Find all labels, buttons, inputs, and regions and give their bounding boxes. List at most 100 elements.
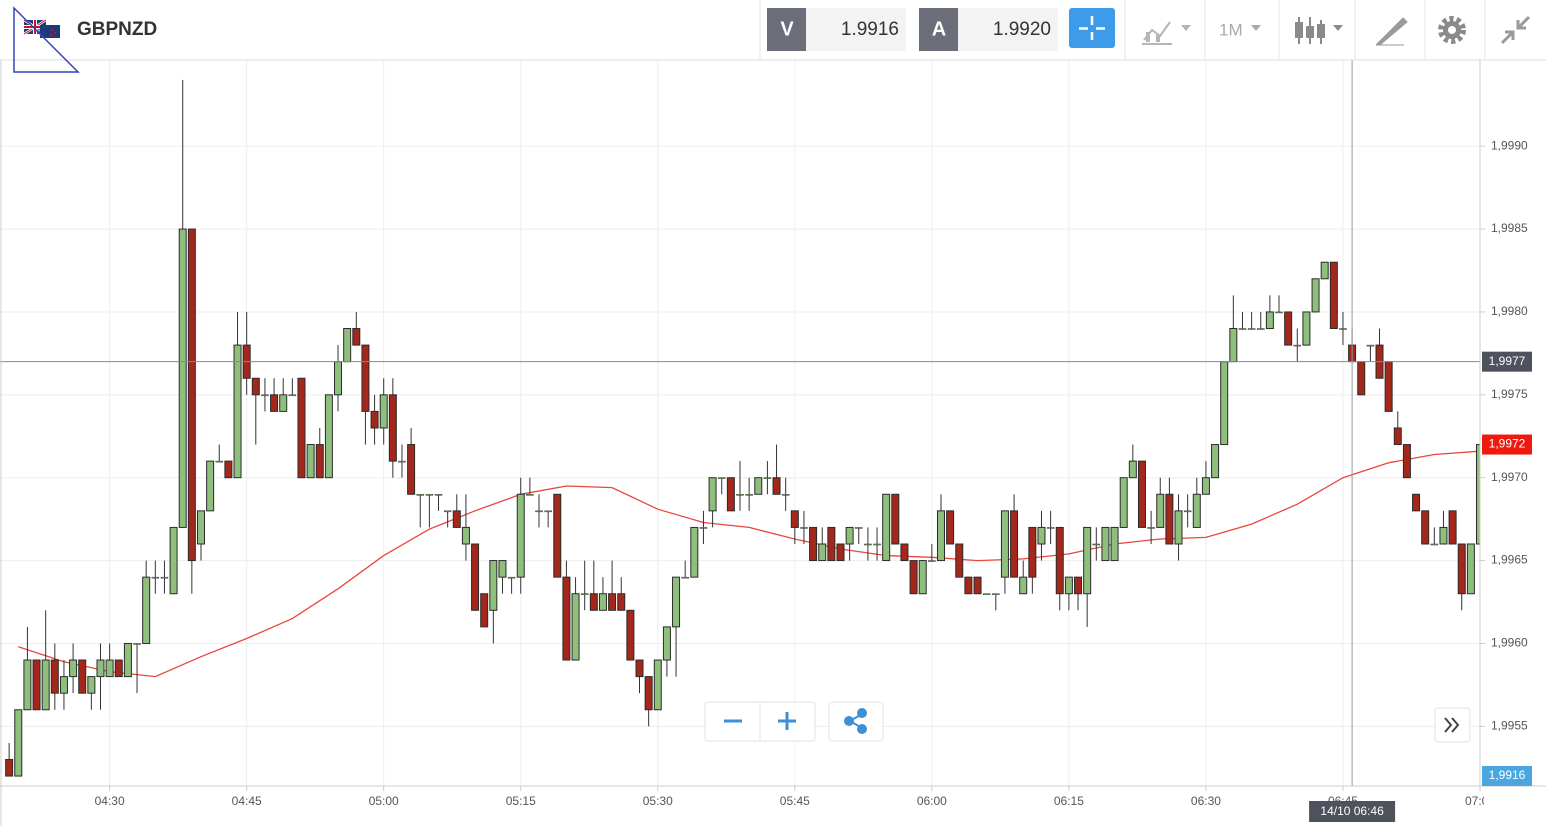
crosshair-price-box (1482, 351, 1532, 372)
candle-body (1339, 328, 1347, 330)
x-tick-label: 07:00 (1465, 794, 1495, 808)
candle-body (1174, 510, 1183, 545)
candle-body (827, 526, 836, 562)
candle-body (754, 477, 763, 495)
candle-body (772, 477, 781, 495)
candle-body (1037, 526, 1046, 545)
bid-box[interactable] (806, 8, 906, 51)
candle-body (398, 460, 406, 463)
corner-marker (13, 6, 80, 73)
crosshair-price-label: 1,9977 (1489, 354, 1526, 368)
header: GBPNZD V 1.9916 A 1.9920 1M (0, 0, 1546, 73)
candle-body (864, 543, 872, 546)
candle-body (1220, 361, 1229, 446)
candle-body (1448, 510, 1457, 545)
candle-body (1311, 278, 1320, 313)
candle-body (571, 593, 580, 661)
collapse-button[interactable] (1500, 15, 1531, 45)
candle-body (873, 543, 881, 546)
candle-body (1000, 510, 1009, 578)
candle-body (626, 609, 635, 661)
candle-body (1201, 477, 1210, 495)
candle-body (1183, 510, 1192, 513)
x-tick-label: 05:45 (780, 794, 810, 808)
candle-body (114, 659, 123, 678)
y-tick-label: 1,9975 (1491, 387, 1528, 401)
candle-body (471, 543, 480, 611)
candle-body (1430, 543, 1439, 546)
bid-label[interactable]: V (780, 18, 794, 40)
ask-price[interactable]: 1.9920 (993, 19, 1051, 40)
candle-body (1137, 460, 1146, 528)
crosshair-button[interactable] (1069, 8, 1115, 48)
x-tick-label: 06:30 (1191, 794, 1221, 808)
candle-body (1439, 526, 1448, 545)
candle-body (507, 576, 516, 579)
candle-body (224, 460, 233, 479)
crosshair-icon (1079, 16, 1105, 40)
x-tick-label: 04:45 (232, 794, 262, 808)
candle-body (800, 527, 808, 529)
candle-body (855, 527, 863, 529)
candle-body (1101, 526, 1110, 562)
candle-body (1055, 526, 1064, 595)
candle-body (489, 560, 498, 611)
x-labels: 04:30 04:45 05:00 05:15 05:30 05:45 06:00 06:15… (95, 794, 1495, 808)
last-price-box (1482, 434, 1532, 455)
candle-body (526, 494, 534, 496)
candle-body (105, 659, 114, 678)
candle-body (352, 328, 361, 346)
candle-body (644, 676, 653, 711)
candle-body (1329, 261, 1338, 330)
chart-type-button[interactable] (1142, 21, 1191, 45)
candle-body (1320, 261, 1329, 280)
ask-label[interactable]: A (932, 18, 946, 40)
y-tick-label: 1,9970 (1491, 470, 1528, 484)
candle-body (964, 576, 973, 595)
candles-button[interactable] (1295, 17, 1343, 44)
candle-body (270, 394, 279, 412)
bid-marker-box (1482, 766, 1532, 786)
scroll-right-box[interactable] (1434, 707, 1471, 743)
candle-body (1083, 526, 1092, 595)
bid-badge[interactable] (767, 8, 806, 51)
y-tick-label: 1,9990 (1491, 138, 1528, 152)
scroll-right-icon[interactable] (1444, 717, 1460, 733)
candle-body (562, 576, 571, 661)
settings-button[interactable] (1438, 16, 1466, 44)
zoom-in-button[interactable] (778, 712, 796, 730)
candle-body (736, 494, 744, 496)
candle-body (443, 510, 452, 513)
candle-body (379, 394, 388, 429)
caret (1251, 25, 1261, 31)
ask-box[interactable] (958, 8, 1058, 51)
candle-body (790, 510, 799, 528)
draw-button[interactable] (1375, 17, 1408, 46)
candle-body (699, 527, 708, 529)
candle-body (1293, 344, 1302, 347)
candle-body (1092, 543, 1101, 546)
bid-price[interactable]: 1.9916 (841, 19, 899, 40)
timeframe[interactable]: 1M (1219, 20, 1243, 39)
y-tick-label: 1,9955 (1491, 719, 1528, 733)
candle-body (882, 493, 891, 562)
last-price-label: 1,9972 (1489, 437, 1526, 451)
share-button[interactable] (844, 708, 867, 734)
candle-body (891, 493, 900, 545)
candle-body (1265, 311, 1274, 330)
candle-body (41, 659, 50, 711)
candle-body (580, 593, 589, 595)
candle-body (781, 494, 790, 496)
candle-body (1211, 444, 1220, 479)
axes: 1,9955 1,9960 1,9965 1,9970 1,9975 1,9980 1,99… (0, 60, 1546, 826)
candle-body (973, 576, 982, 595)
candle-body (982, 593, 991, 595)
candle-body (1064, 576, 1073, 595)
candle-body (608, 593, 617, 611)
candle-body (1302, 311, 1311, 346)
ask-badge[interactable] (919, 8, 958, 51)
candle-body (425, 494, 434, 496)
share-box[interactable] (828, 701, 884, 742)
candle-body (1046, 527, 1055, 529)
y-tick-label: 1,9980 (1491, 304, 1528, 318)
